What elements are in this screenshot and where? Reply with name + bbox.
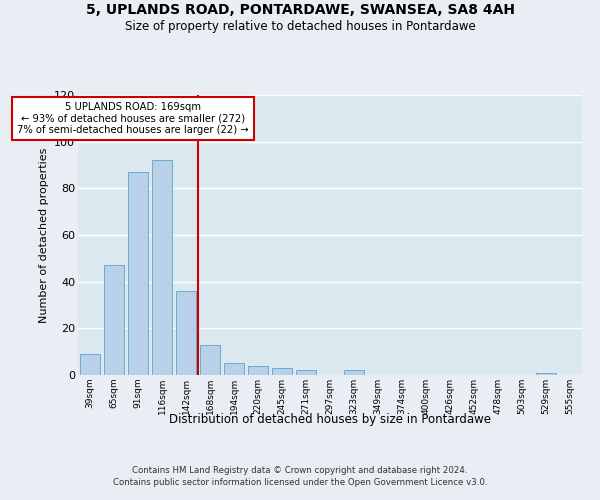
Bar [176, 291, 196, 375]
Bar [248, 366, 268, 375]
Text: 5 UPLANDS ROAD: 169sqm
← 93% of detached houses are smaller (272)
7% of semi-det: 5 UPLANDS ROAD: 169sqm ← 93% of detached… [17, 102, 249, 135]
Bar [200, 344, 220, 375]
Bar [80, 354, 100, 375]
Text: 5, UPLANDS ROAD, PONTARDAWE, SWANSEA, SA8 4AH: 5, UPLANDS ROAD, PONTARDAWE, SWANSEA, SA… [86, 2, 515, 16]
Bar [104, 266, 124, 375]
Bar [344, 370, 364, 375]
Bar [296, 370, 316, 375]
Text: Contains public sector information licensed under the Open Government Licence v3: Contains public sector information licen… [113, 478, 487, 487]
Bar [224, 364, 244, 375]
Bar [536, 372, 556, 375]
Text: Size of property relative to detached houses in Pontardawe: Size of property relative to detached ho… [125, 20, 475, 33]
Bar [128, 172, 148, 375]
Text: Contains HM Land Registry data © Crown copyright and database right 2024.: Contains HM Land Registry data © Crown c… [132, 466, 468, 475]
Bar [152, 160, 172, 375]
Bar [272, 368, 292, 375]
Y-axis label: Number of detached properties: Number of detached properties [38, 148, 49, 322]
Text: Distribution of detached houses by size in Pontardawe: Distribution of detached houses by size … [169, 412, 491, 426]
